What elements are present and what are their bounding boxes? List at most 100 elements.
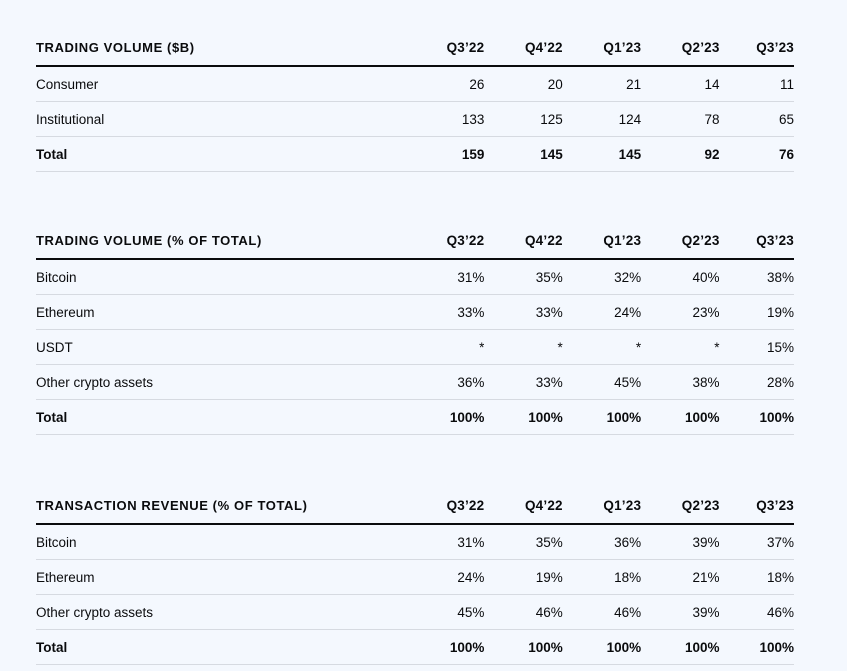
table-cell: 46% [484, 594, 563, 630]
table-row: Consumer 26 20 21 14 11 [36, 66, 794, 102]
transaction-revenue-share-table: TRANSACTION REVENUE (% OF TOTAL) Q3’22 Q… [36, 487, 794, 665]
table-cell: 38% [641, 364, 720, 400]
column-header-q3-22: Q3’22 [405, 29, 485, 67]
table-cell: 20 [484, 66, 563, 102]
table-cell: 36% [405, 364, 485, 400]
row-label: Consumer [36, 66, 406, 102]
table-cell: 46% [719, 594, 794, 630]
row-label: Bitcoin [36, 524, 406, 560]
trading-volume-share-table: TRADING VOLUME (% OF TOTAL) Q3’22 Q4’22 … [36, 222, 794, 435]
column-header-q1-23: Q1’23 [562, 29, 642, 67]
table-cell: 46% [562, 594, 642, 630]
table-cell: 100% [562, 399, 642, 435]
table-cell: 100% [641, 399, 720, 435]
total-row: Total 100% 100% 100% 100% 100% [36, 399, 794, 435]
table-title: TRADING VOLUME (% OF TOTAL) [36, 222, 406, 260]
table-cell: 100% [641, 629, 720, 665]
table-cell: 26 [405, 66, 485, 102]
table-cell: * [562, 329, 642, 365]
table-cell: 19% [719, 294, 794, 330]
table-cell: 19% [484, 559, 563, 595]
table-cell: 45% [562, 364, 642, 400]
table-cell: 28% [719, 364, 794, 400]
table-cell: 21% [641, 559, 720, 595]
row-label: Ethereum [36, 559, 406, 595]
table-cell: 76 [719, 136, 794, 172]
row-label: Other crypto assets [36, 594, 406, 630]
column-header-q2-23: Q2’23 [641, 487, 720, 525]
row-label: Ethereum [36, 294, 406, 330]
table-cell: 18% [562, 559, 642, 595]
table-cell: 21 [562, 66, 642, 102]
column-header-q3-22: Q3’22 [405, 222, 485, 260]
table-cell: 100% [484, 399, 563, 435]
column-header-q2-23: Q2’23 [641, 222, 720, 260]
column-header-q4-22: Q4’22 [484, 487, 563, 525]
table-cell: 37% [719, 524, 794, 560]
table-cell: 92 [641, 136, 720, 172]
table-cell: 145 [562, 136, 642, 172]
table-cell: 145 [484, 136, 563, 172]
total-row: Total 100% 100% 100% 100% 100% [36, 629, 794, 665]
table-cell: 124 [562, 101, 642, 137]
table-header-row: TRANSACTION REVENUE (% OF TOTAL) Q3’22 Q… [36, 487, 794, 525]
table-cell: 125 [484, 101, 563, 137]
table-cell: 65 [719, 101, 794, 137]
table-header-row: TRADING VOLUME (% OF TOTAL) Q3’22 Q4’22 … [36, 222, 794, 260]
column-header-q3-23: Q3’23 [719, 222, 794, 260]
metrics-page: TRADING VOLUME ($B) Q3’22 Q4’22 Q1’23 Q2… [36, 29, 794, 665]
table-row: Other crypto assets 45% 46% 46% 39% 46% [36, 594, 794, 630]
table-cell: 24% [405, 559, 485, 595]
table-row: Ethereum 33% 33% 24% 23% 19% [36, 294, 794, 330]
table-cell: 45% [405, 594, 485, 630]
column-header-q3-22: Q3’22 [405, 487, 485, 525]
table-cell: 100% [484, 629, 563, 665]
column-header-q4-22: Q4’22 [484, 29, 563, 67]
table-cell: 32% [562, 259, 642, 295]
row-label: Institutional [36, 101, 406, 137]
table-cell: 35% [484, 259, 563, 295]
table-row: Bitcoin 31% 35% 36% 39% 37% [36, 524, 794, 560]
table-cell: 36% [562, 524, 642, 560]
table-cell: 78 [641, 101, 720, 137]
table-cell: 23% [641, 294, 720, 330]
table-title: TRANSACTION REVENUE (% OF TOTAL) [36, 487, 406, 525]
table-cell: 100% [562, 629, 642, 665]
table-row: USDT * * * * 15% [36, 329, 794, 365]
column-header-q2-23: Q2’23 [641, 29, 720, 67]
table-cell: * [405, 329, 485, 365]
table-cell: 33% [484, 364, 563, 400]
table-row: Institutional 133 125 124 78 65 [36, 101, 794, 137]
table-cell: 100% [405, 629, 485, 665]
section-spacer [36, 172, 794, 222]
table-cell: 14 [641, 66, 720, 102]
row-label: USDT [36, 329, 406, 365]
table-cell: 33% [405, 294, 485, 330]
table-cell: 100% [719, 629, 794, 665]
trading-volume-table: TRADING VOLUME ($B) Q3’22 Q4’22 Q1’23 Q2… [36, 29, 794, 172]
total-row: Total 159 145 145 92 76 [36, 136, 794, 172]
column-header-q1-23: Q1’23 [562, 222, 642, 260]
table-cell: 15% [719, 329, 794, 365]
table-cell: 18% [719, 559, 794, 595]
column-header-q3-23: Q3’23 [719, 487, 794, 525]
table-cell: * [641, 329, 720, 365]
row-label: Other crypto assets [36, 364, 406, 400]
column-header-q4-22: Q4’22 [484, 222, 563, 260]
table-cell: 33% [484, 294, 563, 330]
table-title: TRADING VOLUME ($B) [36, 29, 406, 67]
table-cell: 133 [405, 101, 485, 137]
column-header-q1-23: Q1’23 [562, 487, 642, 525]
table-cell: 100% [405, 399, 485, 435]
table-cell: 159 [405, 136, 485, 172]
table-cell: 24% [562, 294, 642, 330]
table-row: Ethereum 24% 19% 18% 21% 18% [36, 559, 794, 595]
table-cell: 40% [641, 259, 720, 295]
table-header-row: TRADING VOLUME ($B) Q3’22 Q4’22 Q1’23 Q2… [36, 29, 794, 67]
column-header-q3-23: Q3’23 [719, 29, 794, 67]
table-cell: 39% [641, 524, 720, 560]
section-spacer [36, 435, 794, 487]
table-cell: 100% [719, 399, 794, 435]
table-cell: 31% [405, 524, 485, 560]
table-cell: 31% [405, 259, 485, 295]
